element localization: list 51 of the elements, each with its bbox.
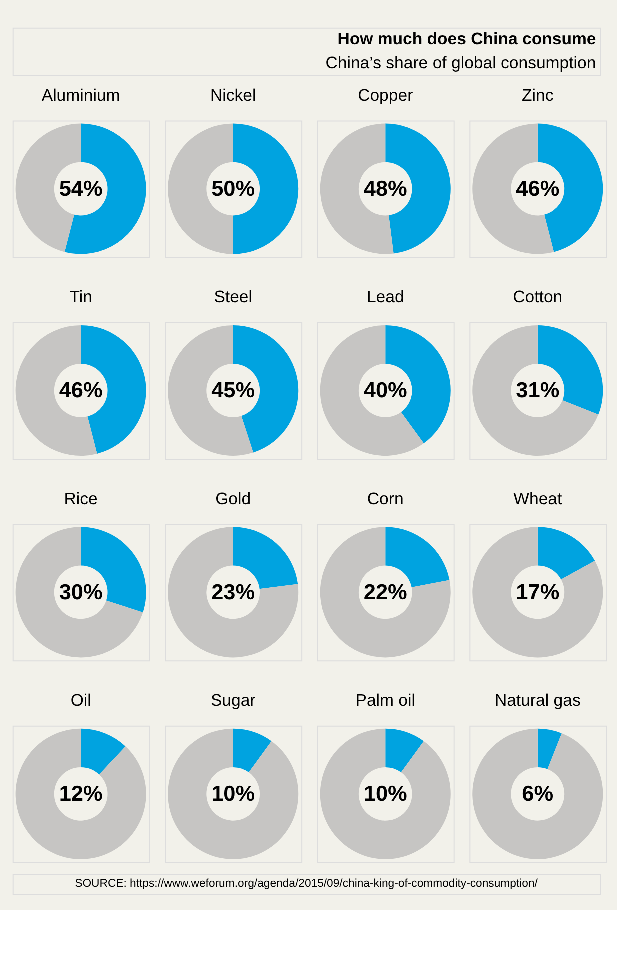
data-label: 22% — [364, 579, 408, 604]
data-label: 17% — [516, 579, 560, 604]
data-label: 30% — [59, 579, 103, 604]
chart-title: Rice — [64, 489, 98, 508]
text: How much does China consume — [338, 30, 596, 49]
data-label: 12% — [59, 781, 103, 806]
chart-title: Natural gas — [494, 691, 581, 710]
data-label: 46% — [516, 176, 560, 201]
donut-slice — [16, 527, 144, 658]
chart-title: Wheat — [514, 489, 563, 508]
donut-slice — [472, 527, 604, 658]
donut-slice — [81, 728, 126, 775]
chart-title: Aluminium — [42, 86, 120, 106]
chart-title: Gold — [216, 489, 252, 508]
donut-slice — [320, 325, 424, 456]
donut-slice — [168, 728, 299, 860]
donut-slice — [168, 325, 254, 456]
chart-title: Zinc — [522, 86, 554, 106]
chart-title: Steel — [214, 288, 252, 307]
data-label: 40% — [364, 378, 408, 403]
data-label: 45% — [212, 378, 256, 403]
data-label: 54% — [59, 176, 103, 201]
text: China’s share of global consumption — [326, 53, 596, 72]
data-label: 48% — [364, 176, 408, 201]
donut-slice — [320, 728, 451, 860]
source-note: SOURCE: https://www.weforum.org/agenda/2015/09/china-king-of-commodity-consumption/ — [75, 878, 539, 890]
chart-title: Nickel — [210, 86, 256, 106]
data-label: 31% — [516, 378, 560, 403]
chart-title: Copper — [358, 86, 414, 106]
donut-slice — [472, 325, 599, 456]
data-label: 6% — [522, 781, 554, 806]
donut-slice — [472, 728, 604, 860]
donut-slice — [538, 527, 596, 580]
data-label: 10% — [364, 781, 408, 806]
chart-title: Lead — [366, 288, 404, 307]
chart-title: Oil — [70, 691, 92, 710]
data-label: 23% — [212, 579, 256, 604]
chart-title: Cotton — [513, 288, 563, 307]
data-label: 46% — [59, 378, 103, 403]
chart-title: Palm oil — [356, 691, 416, 710]
donut-slice — [16, 728, 146, 860]
data-label: 50% — [212, 176, 256, 201]
data-label: 10% — [212, 781, 256, 806]
donut-slice — [168, 527, 299, 658]
chart-title: Corn — [367, 489, 404, 508]
chart-title: Tin — [70, 288, 92, 307]
donut-slice — [320, 527, 451, 658]
donut-slice — [386, 728, 424, 773]
chart-title: Sugar — [210, 691, 256, 710]
donut-slice — [233, 728, 272, 773]
donut-slice — [538, 728, 562, 770]
